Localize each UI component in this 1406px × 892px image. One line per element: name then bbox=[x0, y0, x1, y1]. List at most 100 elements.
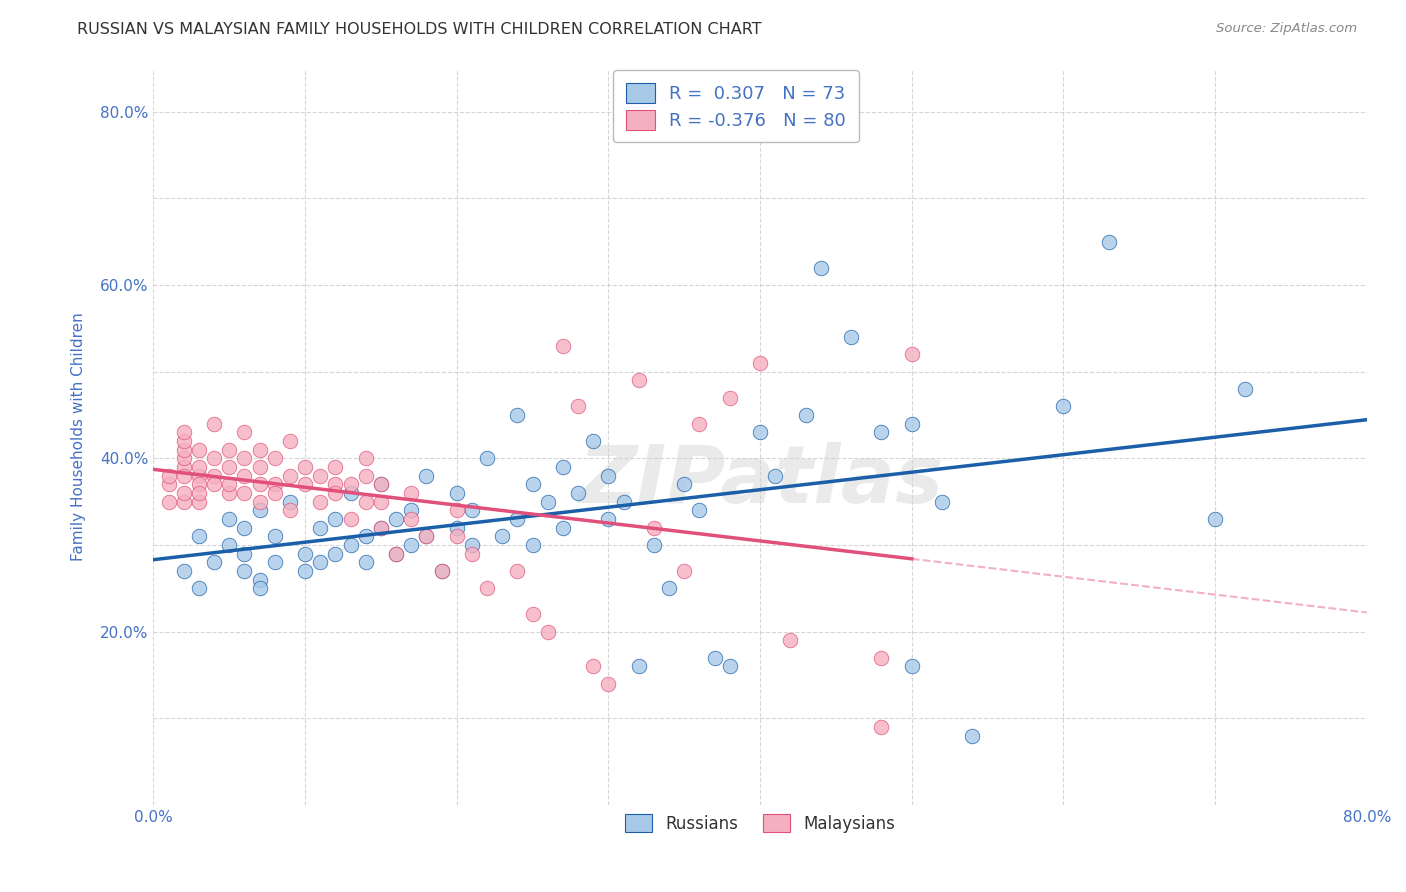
Point bbox=[506, 564, 529, 578]
Point bbox=[249, 573, 271, 587]
Point bbox=[475, 582, 498, 596]
Point bbox=[582, 659, 605, 673]
Point bbox=[339, 538, 361, 552]
Point bbox=[627, 374, 650, 388]
Point bbox=[157, 494, 180, 508]
Point bbox=[551, 460, 574, 475]
Point bbox=[1234, 382, 1257, 396]
Point bbox=[446, 521, 468, 535]
Point bbox=[461, 538, 484, 552]
Point bbox=[354, 494, 377, 508]
Point bbox=[233, 468, 256, 483]
Point bbox=[415, 468, 437, 483]
Point bbox=[430, 564, 453, 578]
Point bbox=[901, 659, 924, 673]
Point bbox=[173, 564, 195, 578]
Point bbox=[218, 512, 240, 526]
Point bbox=[325, 486, 347, 500]
Point bbox=[309, 494, 332, 508]
Point bbox=[385, 547, 408, 561]
Point bbox=[643, 538, 665, 552]
Point bbox=[370, 477, 392, 491]
Point bbox=[354, 529, 377, 543]
Point bbox=[506, 408, 529, 422]
Point bbox=[370, 521, 392, 535]
Point bbox=[461, 547, 484, 561]
Point bbox=[188, 468, 211, 483]
Point bbox=[430, 564, 453, 578]
Point bbox=[537, 624, 560, 639]
Point bbox=[325, 477, 347, 491]
Point bbox=[263, 451, 285, 466]
Point bbox=[294, 460, 316, 475]
Point bbox=[703, 650, 725, 665]
Point bbox=[931, 494, 953, 508]
Point bbox=[188, 529, 211, 543]
Point bbox=[309, 521, 332, 535]
Point bbox=[218, 442, 240, 457]
Point bbox=[763, 468, 786, 483]
Point bbox=[339, 486, 361, 500]
Point bbox=[522, 477, 544, 491]
Point bbox=[567, 486, 589, 500]
Point bbox=[202, 468, 225, 483]
Point bbox=[233, 521, 256, 535]
Point bbox=[385, 512, 408, 526]
Y-axis label: Family Households with Children: Family Households with Children bbox=[72, 312, 86, 561]
Point bbox=[779, 633, 801, 648]
Point bbox=[749, 356, 772, 370]
Point bbox=[870, 650, 893, 665]
Point bbox=[551, 521, 574, 535]
Point bbox=[173, 451, 195, 466]
Point bbox=[537, 494, 560, 508]
Point bbox=[370, 494, 392, 508]
Point bbox=[475, 451, 498, 466]
Point bbox=[309, 555, 332, 569]
Point bbox=[551, 339, 574, 353]
Point bbox=[461, 503, 484, 517]
Point bbox=[173, 442, 195, 457]
Point bbox=[188, 486, 211, 500]
Point bbox=[446, 486, 468, 500]
Point bbox=[173, 486, 195, 500]
Point bbox=[325, 512, 347, 526]
Point bbox=[522, 607, 544, 622]
Point bbox=[567, 400, 589, 414]
Point bbox=[233, 425, 256, 440]
Point bbox=[401, 538, 423, 552]
Point bbox=[263, 555, 285, 569]
Point bbox=[689, 503, 711, 517]
Point bbox=[1204, 512, 1226, 526]
Point bbox=[188, 494, 211, 508]
Point bbox=[901, 417, 924, 431]
Point bbox=[446, 529, 468, 543]
Point bbox=[870, 425, 893, 440]
Legend: Russians, Malaysians: Russians, Malaysians bbox=[613, 803, 907, 845]
Point bbox=[718, 659, 741, 673]
Point bbox=[1098, 235, 1121, 249]
Point bbox=[249, 460, 271, 475]
Point bbox=[249, 494, 271, 508]
Point bbox=[613, 494, 636, 508]
Point bbox=[218, 477, 240, 491]
Point bbox=[233, 486, 256, 500]
Point bbox=[263, 477, 285, 491]
Point bbox=[188, 460, 211, 475]
Point bbox=[339, 477, 361, 491]
Point bbox=[643, 521, 665, 535]
Point bbox=[218, 538, 240, 552]
Point bbox=[173, 425, 195, 440]
Point bbox=[188, 477, 211, 491]
Point bbox=[658, 582, 681, 596]
Point bbox=[415, 529, 437, 543]
Point bbox=[673, 477, 696, 491]
Point bbox=[401, 486, 423, 500]
Point bbox=[354, 451, 377, 466]
Point bbox=[173, 468, 195, 483]
Point bbox=[370, 477, 392, 491]
Point bbox=[173, 494, 195, 508]
Point bbox=[354, 555, 377, 569]
Point bbox=[202, 451, 225, 466]
Point bbox=[962, 729, 984, 743]
Point bbox=[278, 494, 301, 508]
